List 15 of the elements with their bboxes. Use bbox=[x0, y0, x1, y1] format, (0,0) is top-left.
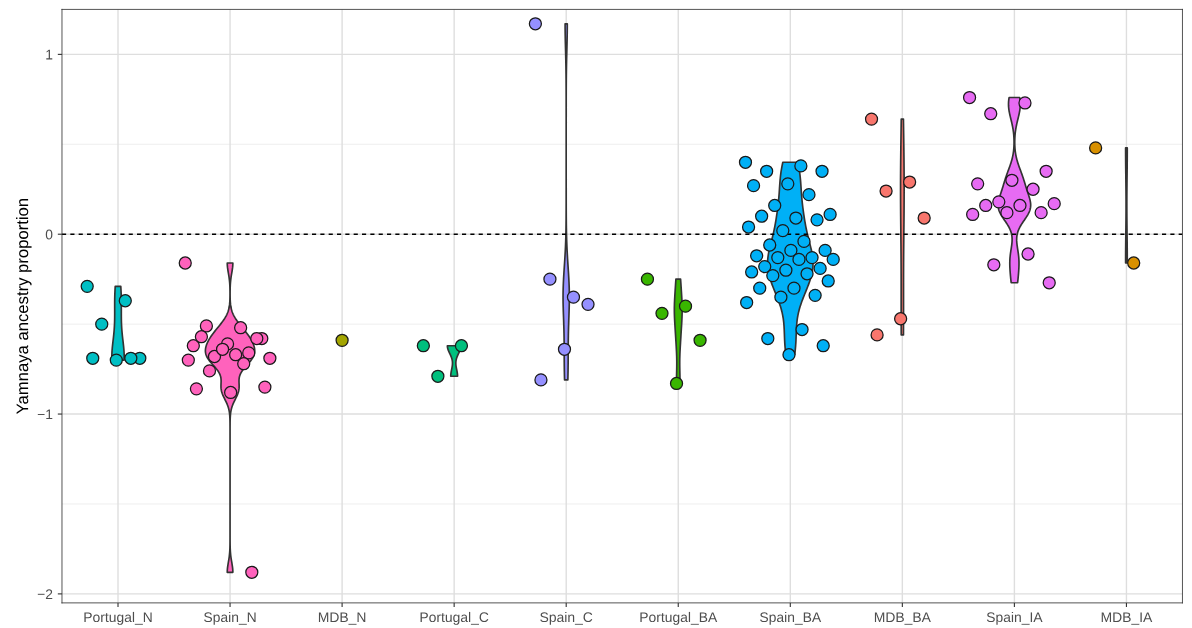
x-tick-label: MDB_BA bbox=[874, 612, 931, 625]
y-tick-label: −2 bbox=[37, 589, 53, 599]
x-tick-label: Spain_C bbox=[540, 611, 593, 625]
y-tick-label: 0 bbox=[45, 229, 53, 240]
x-tick-label: MDB_IA bbox=[1101, 612, 1153, 625]
x-tick-label: Spain_N bbox=[204, 611, 256, 625]
x-tick-label: Portugal_N bbox=[84, 611, 152, 625]
x-tick-label: MDB_N bbox=[318, 612, 366, 625]
x-tick-label: Spain_IA bbox=[986, 611, 1043, 625]
y-tick-label: −1 bbox=[37, 409, 53, 420]
x-tick-label: Spain_BA bbox=[760, 611, 822, 625]
y-tick-label: 1 bbox=[46, 49, 53, 60]
y-axis-title: Yamnaya ancestry proportion bbox=[16, 198, 32, 415]
x-tick-label: Portugal_C bbox=[420, 611, 489, 625]
x-tick-label: Portugal_BA bbox=[640, 611, 718, 625]
